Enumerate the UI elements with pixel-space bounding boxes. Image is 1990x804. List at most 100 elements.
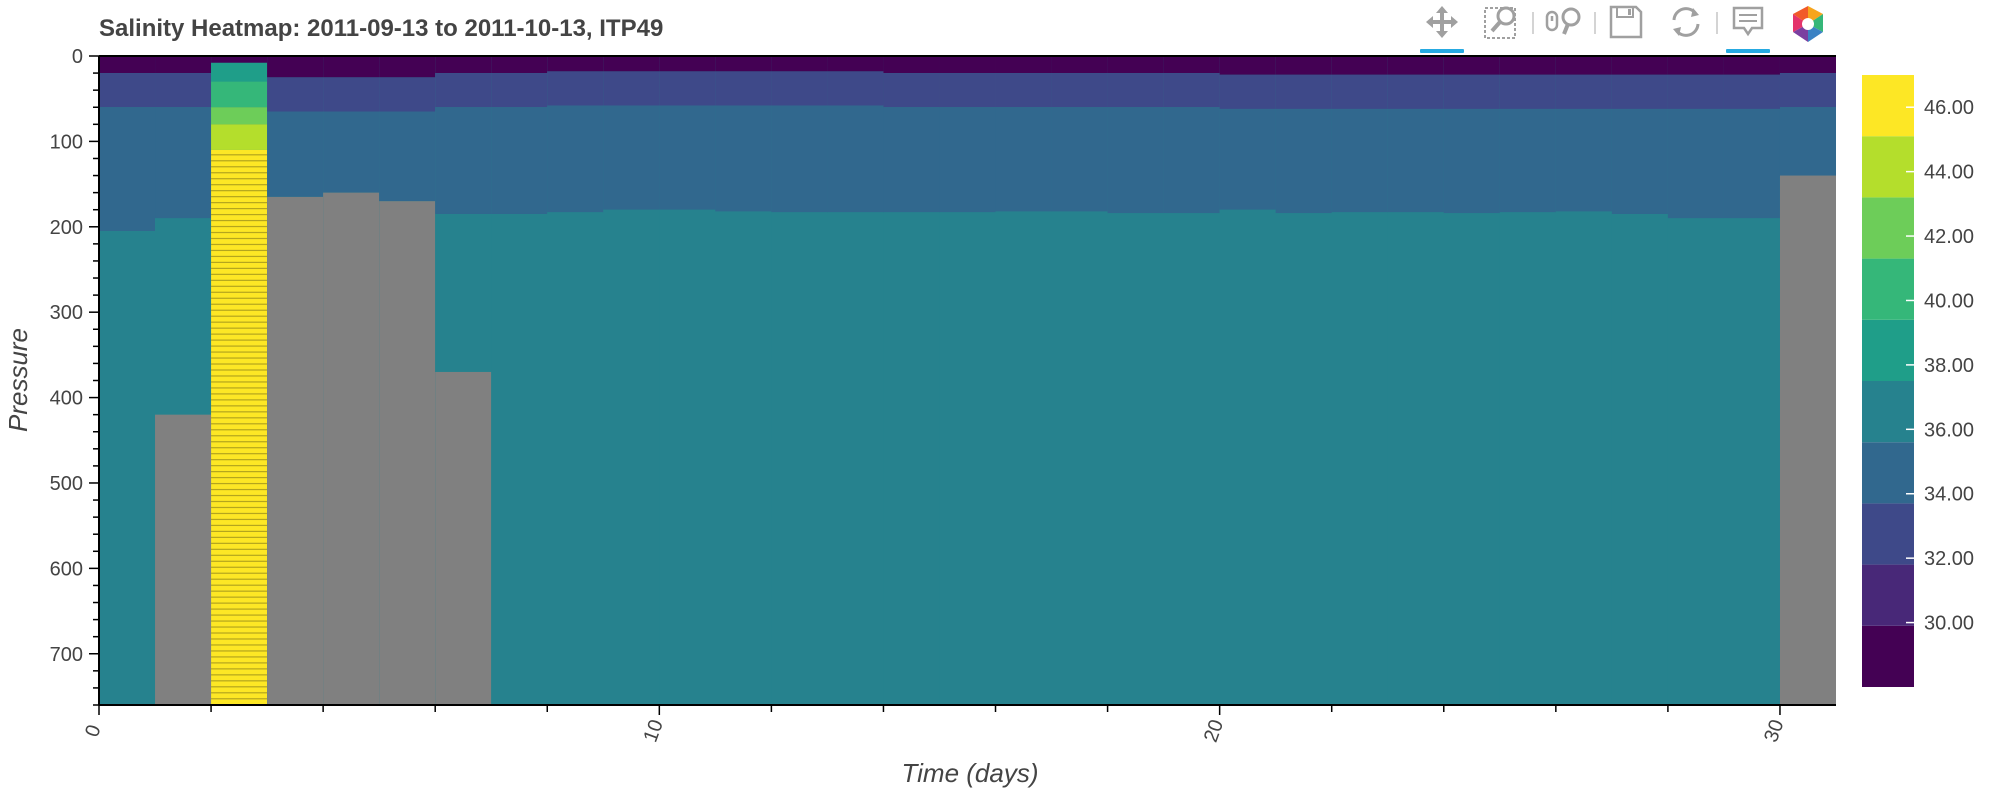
heatmap-cell[interactable]	[1611, 108, 1668, 214]
heatmap-cell[interactable]	[1667, 56, 1724, 75]
heatmap-cell[interactable]	[155, 73, 212, 108]
heatmap-cell[interactable]	[1555, 56, 1612, 75]
heatmap-nan-cell[interactable]	[323, 192, 380, 705]
heatmap-cell[interactable]	[211, 124, 268, 150]
heatmap-nan-cell[interactable]	[379, 201, 436, 705]
heatmap-cell[interactable]	[547, 105, 604, 213]
heatmap-cell[interactable]	[1163, 213, 1220, 705]
heatmap-cell[interactable]	[715, 105, 772, 212]
heatmap-cell[interactable]	[323, 111, 380, 193]
heatmap-cell[interactable]	[771, 105, 828, 213]
heatmap-cell[interactable]	[827, 212, 884, 705]
heatmap-cell[interactable]	[379, 56, 436, 78]
heatmap-cell[interactable]	[379, 111, 436, 202]
heatmap-cell[interactable]	[99, 73, 156, 108]
heatmap-cell[interactable]	[715, 211, 772, 705]
heatmap-cell[interactable]	[155, 56, 212, 74]
heatmap-cell[interactable]	[1107, 56, 1164, 74]
heatmap-cell[interactable]	[1611, 56, 1668, 75]
heatmap-cell[interactable]	[211, 107, 268, 125]
heatmap-cell[interactable]	[1443, 74, 1500, 109]
heatmap-cell[interactable]	[1107, 213, 1164, 705]
heatmap-cell[interactable]	[1779, 107, 1836, 176]
heatmap-cell[interactable]	[1443, 213, 1500, 705]
heatmap-cell[interactable]	[1611, 74, 1668, 109]
heatmap-cell[interactable]	[547, 56, 604, 72]
heatmap-cell[interactable]	[883, 73, 940, 108]
heatmap-cell[interactable]	[1723, 218, 1780, 705]
heatmap-cell[interactable]	[1331, 108, 1388, 213]
heatmap-cell[interactable]	[1219, 209, 1276, 706]
heatmap-cell[interactable]	[1611, 213, 1668, 705]
reset-tool[interactable]	[1656, 0, 1716, 56]
heatmap-cell[interactable]	[1667, 218, 1724, 705]
heatmap-cell[interactable]	[827, 56, 884, 72]
heatmap-cell[interactable]	[1275, 56, 1332, 75]
heatmap-cell[interactable]	[379, 77, 436, 112]
heatmap-cell[interactable]	[491, 56, 548, 74]
hover-tool[interactable]	[1718, 0, 1778, 56]
heatmap-cell[interactable]	[1163, 73, 1220, 108]
heatmap-cell[interactable]	[995, 73, 1052, 108]
heatmap-cell[interactable]	[323, 77, 380, 112]
heatmap-cell[interactable]	[267, 111, 324, 197]
heatmap-cell[interactable]	[659, 56, 716, 72]
heatmap-cell[interactable]	[715, 71, 772, 106]
heatmap-nan-cell[interactable]	[435, 371, 492, 705]
heatmap-cell[interactable]	[995, 107, 1052, 212]
heatmap-cell[interactable]	[1723, 74, 1780, 109]
heatmap-cell[interactable]	[771, 212, 828, 705]
heatmap-cell[interactable]	[603, 56, 660, 72]
heatmap-cell[interactable]	[659, 209, 716, 706]
heatmap-cell[interactable]	[323, 56, 380, 78]
heatmap-cell[interactable]	[1387, 212, 1444, 705]
heatmap-cells[interactable]	[99, 55, 1836, 706]
heatmap-cell[interactable]	[1107, 73, 1164, 108]
heatmap-cell[interactable]	[603, 209, 660, 706]
heatmap-cell[interactable]	[1779, 73, 1836, 108]
heatmap-cell[interactable]	[995, 56, 1052, 74]
heatmap-cell[interactable]	[547, 212, 604, 705]
heatmap-cell[interactable]	[491, 73, 548, 108]
heatmap-cell[interactable]	[939, 56, 996, 74]
heatmap-cell[interactable]	[1723, 108, 1780, 219]
heatmap-nan-cell[interactable]	[1779, 175, 1836, 706]
pan-tool[interactable]	[1412, 0, 1472, 56]
heatmap-cell[interactable]	[1219, 74, 1276, 109]
heatmap-cell[interactable]	[1443, 108, 1500, 214]
heatmap-cell[interactable]	[603, 71, 660, 106]
heatmap-cell[interactable]	[715, 56, 772, 72]
heatmap-cell[interactable]	[1723, 56, 1780, 75]
heatmap-cell[interactable]	[1275, 74, 1332, 109]
heatmap-cell[interactable]	[603, 105, 660, 210]
bokeh-logo[interactable]	[1778, 0, 1838, 56]
heatmap-nan-cell[interactable]	[267, 196, 324, 706]
heatmap-cell[interactable]	[1387, 108, 1444, 213]
box-zoom-tool[interactable]	[1472, 0, 1532, 56]
heatmap-cell[interactable]	[1387, 56, 1444, 75]
heatmap-cell[interactable]	[435, 56, 492, 74]
heatmap-cell[interactable]	[883, 107, 940, 213]
heatmap-cell[interactable]	[1331, 56, 1388, 75]
heatmap-cell[interactable]	[939, 107, 996, 213]
heatmap-cell[interactable]	[1275, 108, 1332, 214]
heatmap-cell[interactable]	[659, 105, 716, 210]
heatmap-nan-cell[interactable]	[155, 414, 212, 705]
heatmap-cell[interactable]	[771, 71, 828, 106]
heatmap-cell[interactable]	[547, 71, 604, 106]
wheel-zoom-tool[interactable]	[1534, 0, 1594, 56]
heatmap-cell[interactable]	[1219, 108, 1276, 210]
heatmap-cell[interactable]	[1163, 107, 1220, 214]
heatmap-cell[interactable]	[99, 56, 156, 74]
heatmap-cell[interactable]	[211, 149, 268, 705]
heatmap-cell[interactable]	[1443, 56, 1500, 75]
heatmap-cell[interactable]	[1387, 74, 1444, 109]
heatmap-cell[interactable]	[1667, 74, 1724, 109]
heatmap-cell[interactable]	[883, 56, 940, 74]
heatmap-cell[interactable]	[491, 213, 548, 705]
heatmap-cell[interactable]	[1219, 56, 1276, 75]
heatmap-cell[interactable]	[827, 71, 884, 106]
heatmap-cell[interactable]	[827, 105, 884, 213]
heatmap-cell[interactable]	[211, 81, 268, 108]
heatmap-cell[interactable]	[1107, 107, 1164, 214]
